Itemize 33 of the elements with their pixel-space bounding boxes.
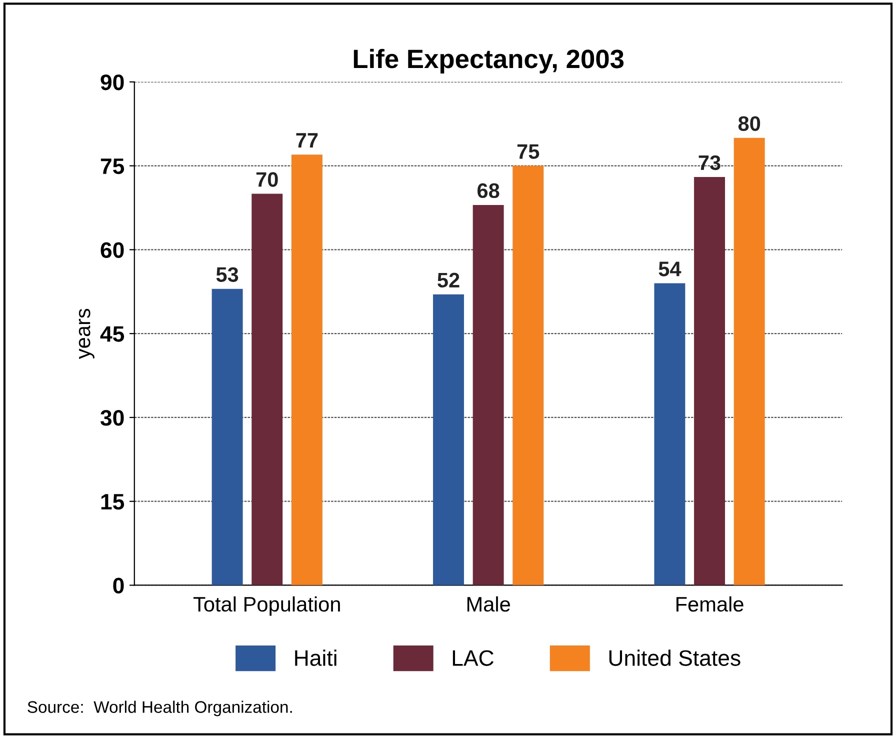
legend-label: LAC (452, 650, 494, 666)
bar (654, 283, 686, 586)
y-tick-label: 15 (101, 494, 124, 510)
y-tick-label: 60 (100, 242, 124, 258)
x-tick-label: Female (676, 596, 744, 612)
bar (512, 166, 544, 586)
y-tick-label: 90 (100, 74, 124, 90)
bar (212, 288, 243, 586)
y-tick-label: 0 (113, 578, 124, 594)
legend-label: United States (609, 650, 740, 666)
data-label: 54 (658, 262, 682, 276)
data-label: 52 (438, 272, 460, 288)
y-tick-label: 30 (100, 410, 124, 426)
chart-title: Life Expectancy, 2003 (354, 48, 624, 74)
bar (291, 154, 322, 586)
legend-label: Haiti (295, 650, 336, 666)
x-tick-label: Total Population (193, 596, 340, 616)
data-label: 80 (738, 116, 760, 131)
data-label: 53 (216, 267, 238, 282)
bar (694, 176, 726, 586)
y-axis-title: years (78, 308, 94, 359)
source-note: Source: World Health Organization. (28, 700, 292, 716)
data-label: 68 (477, 183, 500, 198)
y-tick-label: 45 (100, 326, 124, 342)
bar (433, 294, 464, 586)
y-tick-label: 75 (100, 158, 124, 174)
bar (472, 204, 504, 586)
data-label: 75 (517, 144, 540, 159)
data-label: 70 (256, 172, 278, 187)
x-tick-label: Male (467, 596, 510, 612)
bar (734, 138, 765, 586)
bar (252, 194, 283, 586)
data-label: 77 (296, 133, 318, 148)
